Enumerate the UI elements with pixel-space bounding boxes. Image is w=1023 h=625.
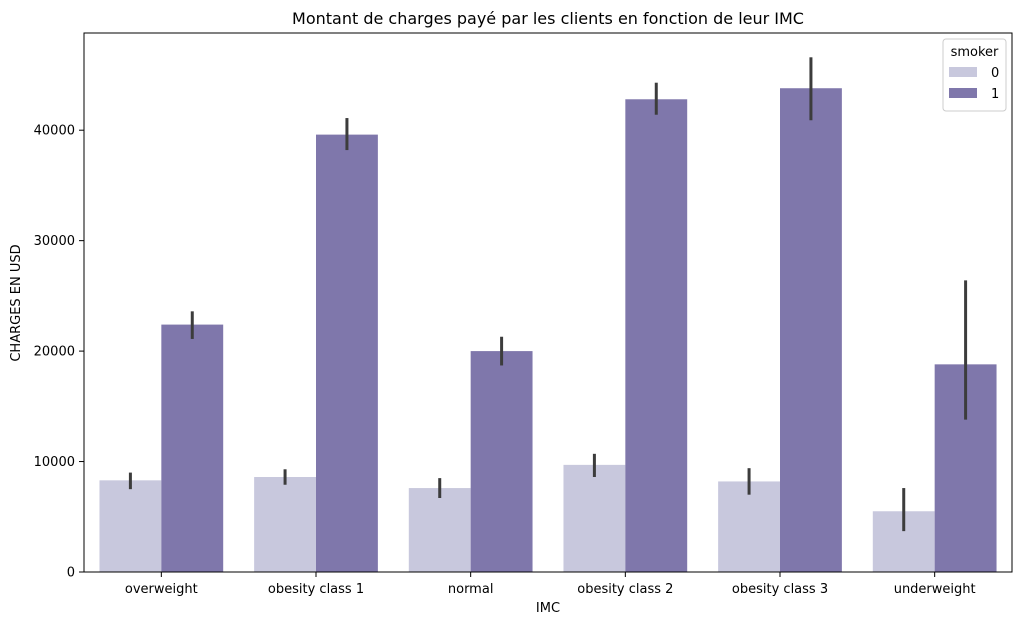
bar-obesity-class-1-smoker-1 (316, 134, 378, 573)
bar-obesity-class-3-smoker-0 (718, 481, 780, 572)
plot-area: 0 10000 20000 30000 40000 overweight obesity c… (34, 32, 1013, 597)
axes-frame (83, 32, 1013, 573)
y-tick-label: 30000 (34, 234, 75, 249)
legend-swatch-0 (949, 67, 977, 77)
y-tick-label: 10000 (34, 455, 75, 470)
y-axis-title: CHARGES EN USD (9, 244, 24, 361)
x-tick-label: overweight (125, 582, 198, 597)
x-axis-title: IMC (536, 601, 560, 616)
bar-obesity-class-1-smoker-0 (254, 477, 316, 572)
x-tick-label: normal (448, 582, 494, 597)
legend-label-0: 0 (991, 66, 999, 81)
bar-overweight-smoker-0 (99, 480, 162, 572)
legend-label-1: 1 (991, 87, 999, 102)
bar-normal-smoker-1 (470, 351, 533, 572)
chart-title: Montant de charges payé par les clients … (292, 9, 804, 28)
legend-title: smoker (951, 45, 999, 60)
y-tick-label: 40000 (34, 124, 75, 139)
x-tick-label: obesity class 1 (268, 582, 364, 597)
y-tick-label: 0 (67, 566, 75, 581)
x-tick-label: obesity class 3 (732, 582, 828, 597)
legend-swatch-1 (949, 88, 977, 98)
bar-obesity-class-3-smoker-1 (780, 88, 842, 573)
x-tick-label: underweight (894, 582, 976, 597)
x-tick-label: obesity class 2 (577, 582, 673, 597)
bar-obesity-class-2-smoker-0 (563, 464, 626, 572)
legend: smoker 0 1 (942, 38, 1007, 112)
bar-normal-smoker-0 (408, 488, 471, 572)
y-tick-label: 20000 (34, 345, 75, 360)
bar-obesity-class-2-smoker-1 (625, 99, 688, 572)
bar-overweight-smoker-1 (161, 324, 224, 572)
